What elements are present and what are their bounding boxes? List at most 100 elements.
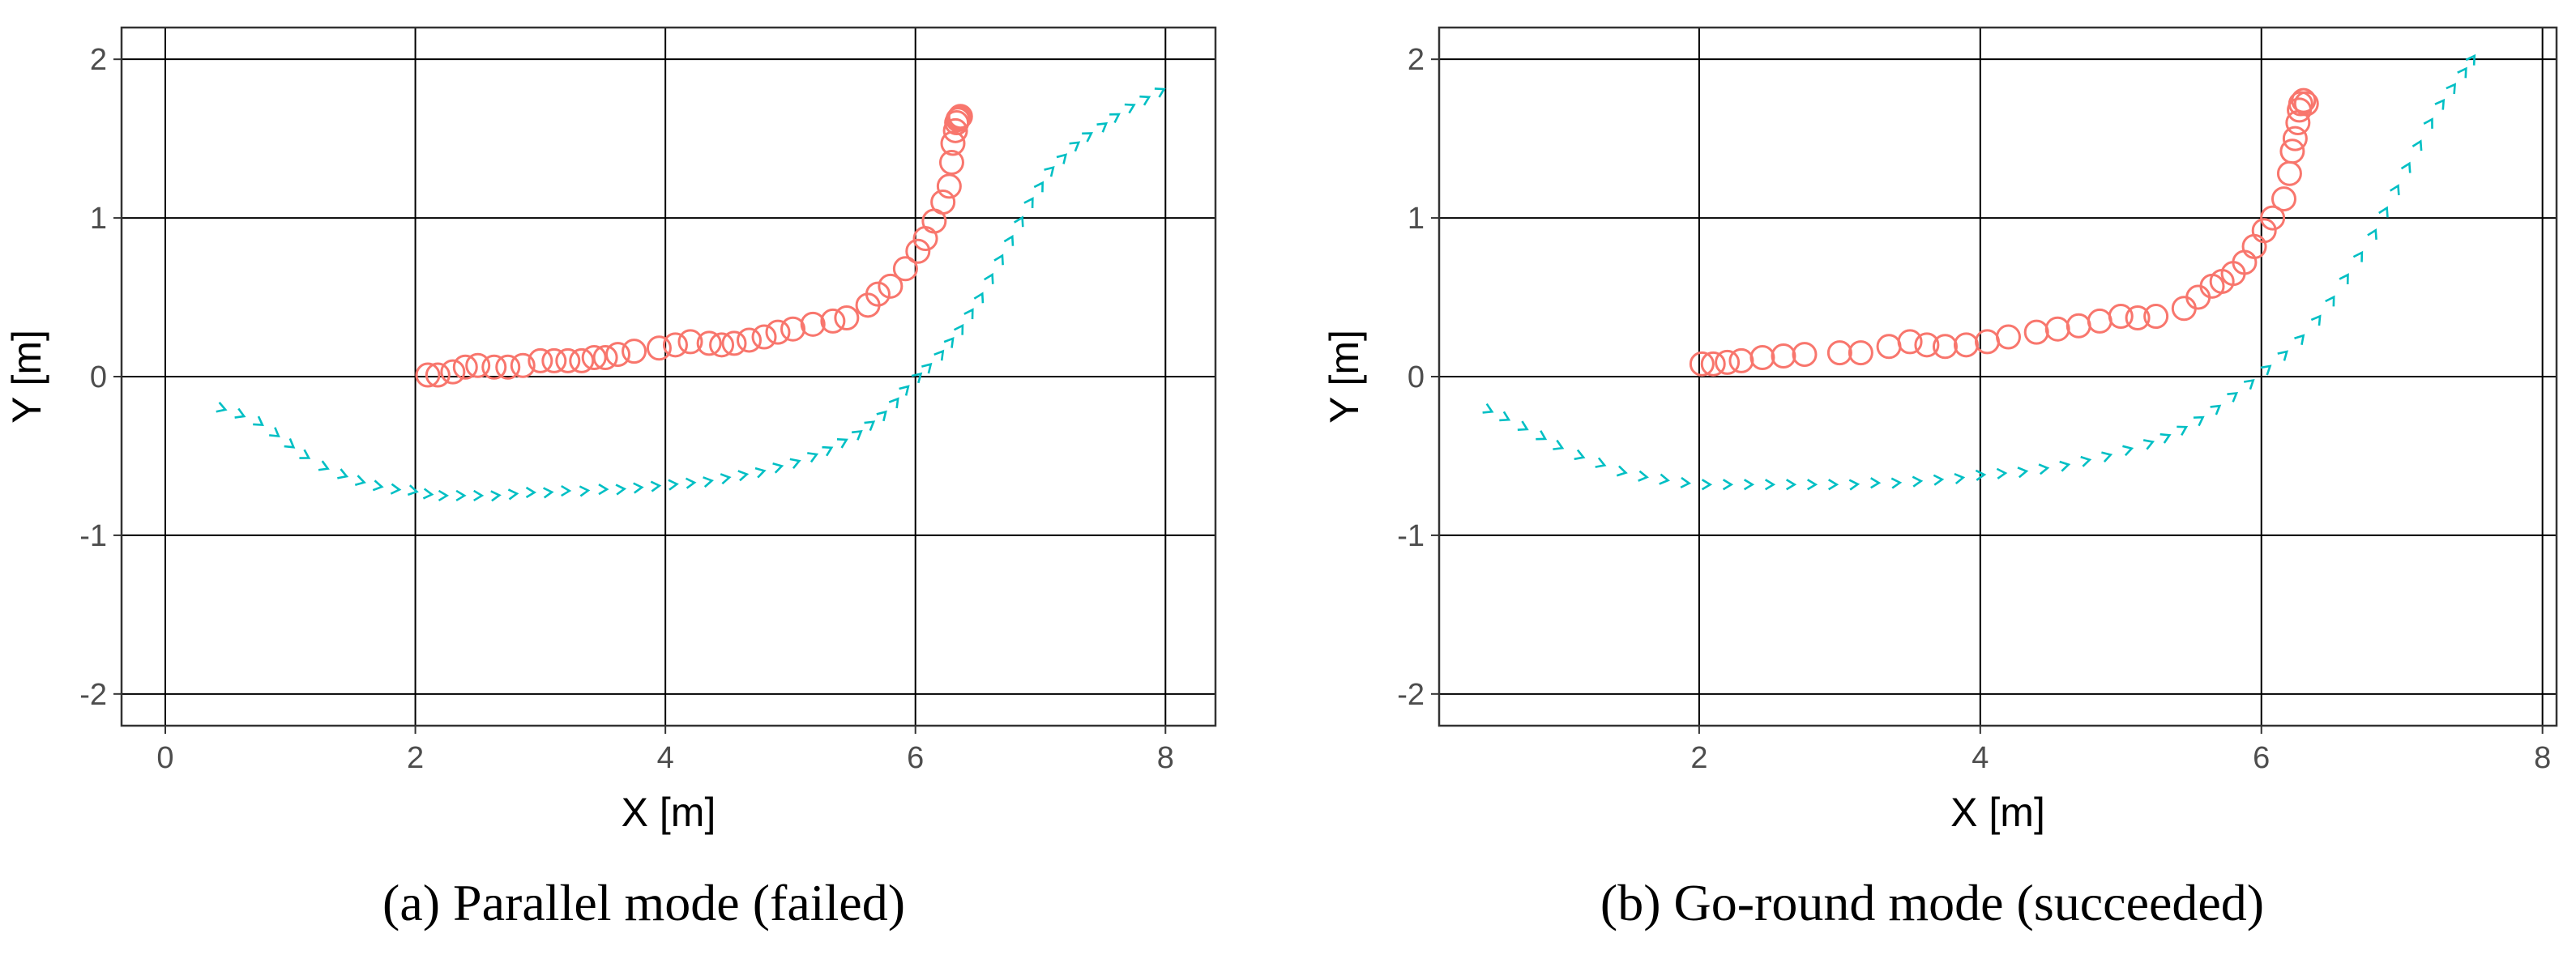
robot-point xyxy=(407,484,419,496)
robot-point xyxy=(2294,334,2305,345)
robot-point xyxy=(933,349,945,361)
x-tick-label: 8 xyxy=(1157,741,1174,775)
robot-point xyxy=(269,427,280,438)
robot-point xyxy=(2142,439,2155,450)
robot-point xyxy=(911,372,923,384)
robot-point xyxy=(507,488,519,501)
x-tick-label: 4 xyxy=(1972,741,1989,775)
robot-point xyxy=(851,429,863,441)
robot-point xyxy=(2339,273,2349,284)
robot-point xyxy=(2260,364,2272,376)
pedestrian-point xyxy=(2251,218,2277,244)
robot-point xyxy=(1482,403,1494,414)
pedestrian-point xyxy=(696,330,722,356)
robot-point xyxy=(1996,467,2008,479)
robot-point xyxy=(1109,113,1121,124)
pedestrian-point xyxy=(940,130,966,156)
y-tick-label: 1 xyxy=(1408,202,1425,236)
pedestrian-point xyxy=(936,173,962,199)
robot-point xyxy=(1023,197,1034,208)
robot-point xyxy=(438,489,450,502)
robot-point xyxy=(579,485,591,497)
pedestrian-point xyxy=(415,362,441,388)
pedestrian-point xyxy=(865,281,891,307)
pedestrian-point xyxy=(1749,344,1775,370)
robot-series xyxy=(216,87,1166,502)
y-tick-label: 0 xyxy=(90,360,107,394)
robot-point xyxy=(1056,153,1068,164)
y-tick-label: -2 xyxy=(1397,678,1425,712)
robot-point xyxy=(772,462,784,474)
robot-point xyxy=(1743,479,1755,491)
y-tick-label: -2 xyxy=(79,678,107,712)
robot-point xyxy=(1517,420,1529,431)
robot-point xyxy=(2177,425,2189,436)
pedestrian-point xyxy=(709,332,735,358)
robot-point xyxy=(921,362,933,374)
pedestrian-point xyxy=(1715,349,1741,375)
robot-point xyxy=(953,323,964,335)
robot-point xyxy=(318,460,330,471)
robot-point xyxy=(1044,165,1055,177)
robot-point xyxy=(473,489,485,502)
pedestrian-point xyxy=(2143,304,2169,330)
pedestrian-point xyxy=(646,335,672,361)
robot-point xyxy=(973,292,985,304)
robot-point xyxy=(1785,479,1797,491)
robot-point xyxy=(899,385,910,396)
pedestrian-point xyxy=(662,332,688,358)
robot-point xyxy=(1764,479,1776,491)
robot-point xyxy=(390,483,402,495)
pedestrian-point xyxy=(2260,205,2286,231)
robot-point xyxy=(2434,98,2446,110)
robot-point xyxy=(337,468,349,479)
robot-point xyxy=(703,476,715,488)
robot-point xyxy=(1828,479,1839,491)
pedestrian-series xyxy=(1689,87,2319,377)
pedestrian-point xyxy=(528,347,553,373)
robot-point xyxy=(284,437,296,449)
pedestrian-point xyxy=(800,311,826,337)
pedestrian-point xyxy=(605,342,631,368)
x-axis-title: X [m] xyxy=(622,790,716,835)
chart-go-round-mode: 2 4 6 8 -2 -1 0 1 2 X [m] Y [m] xyxy=(1322,26,2558,835)
robot-point xyxy=(1124,103,1136,114)
robot-point xyxy=(2080,455,2092,467)
pedestrian-point xyxy=(1897,329,1923,355)
pedestrian-point xyxy=(737,327,763,353)
robot-point xyxy=(1659,473,1670,485)
pedestrian-point xyxy=(2288,91,2313,117)
robot-point xyxy=(1595,457,1607,468)
robot-point xyxy=(1912,475,1924,488)
robot-point xyxy=(983,272,994,284)
robot-point xyxy=(234,407,246,419)
pedestrian-point xyxy=(834,305,860,331)
pedestrian-point xyxy=(2282,126,2308,151)
pedestrian-point xyxy=(1848,340,1873,366)
robot-point xyxy=(525,486,537,499)
robot-point xyxy=(2367,228,2377,240)
robot-point xyxy=(1574,449,1586,461)
pedestrian-point xyxy=(892,256,918,282)
pedestrian-point xyxy=(1914,332,1940,358)
pedestrian-point xyxy=(2271,186,2296,212)
y-tick-label: 2 xyxy=(1408,43,1425,77)
robot-point xyxy=(1499,411,1511,422)
robot-point xyxy=(561,484,572,497)
robot-point xyxy=(1722,479,1734,491)
pedestrian-point xyxy=(1792,342,1818,368)
pedestrian-point xyxy=(569,347,595,373)
robot-point xyxy=(963,308,974,320)
pedestrian-point xyxy=(452,354,478,380)
robot-point xyxy=(876,410,887,422)
pedestrian-point xyxy=(481,354,507,380)
robot-point xyxy=(216,402,228,413)
robot-point xyxy=(720,473,732,485)
robot-point xyxy=(1069,141,1081,152)
robot-point xyxy=(668,479,679,491)
robot-point xyxy=(1954,472,1966,485)
robot-point xyxy=(737,470,750,482)
robot-point xyxy=(2210,404,2222,415)
pedestrian-point xyxy=(820,308,846,334)
